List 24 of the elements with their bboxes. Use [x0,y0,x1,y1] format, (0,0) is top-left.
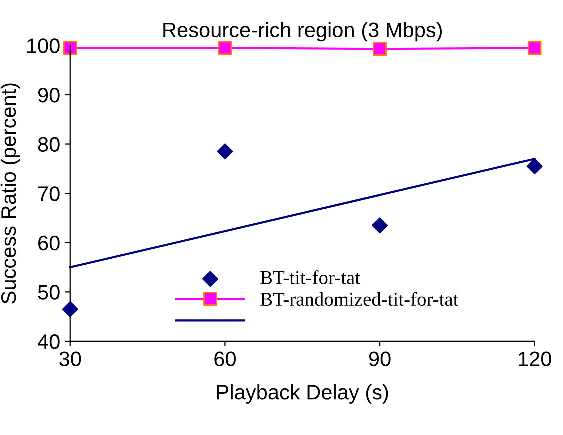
legend-label: BT-tit-for-tat [260,270,360,284]
point [373,42,387,56]
y-tick-label: 100 [27,38,60,54]
point [372,218,388,234]
point [217,144,234,160]
y-tick-label: 50 [38,285,60,300]
legend-label: BT-randomized-tit-for-tat [260,292,459,306]
y-tick-label: 60 [38,236,60,251]
y-tick-label: 70 [38,186,60,202]
chart-title: Resource-rich region (3 Mbps) [164,22,442,42]
y-tick-label: 40 [38,334,60,350]
y-axis-title: Success Ratio (percent) [0,84,20,304]
x-axis-title: Playback Delay (s) [217,384,388,404]
x-tick-label: 60 [214,352,236,366]
y-tick-label: 80 [38,137,60,152]
x-tick-label: 30 [60,352,82,366]
point [62,301,78,318]
point [63,41,78,56]
y-tick-label: 90 [38,88,60,103]
point [528,41,542,56]
point [526,158,543,174]
point [218,41,232,56]
x-tick-label: 120 [519,352,552,366]
x-tick-label: 90 [369,352,391,366]
